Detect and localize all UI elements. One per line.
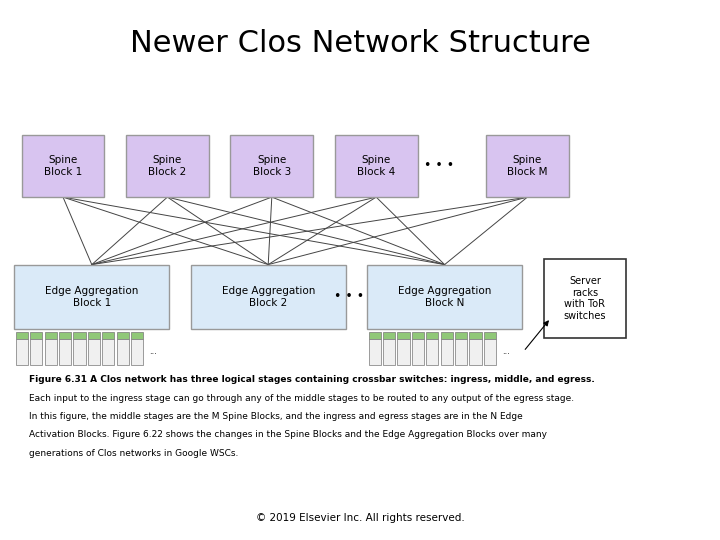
Bar bbox=[441, 339, 453, 364]
Bar bbox=[73, 332, 86, 339]
Bar bbox=[412, 332, 424, 339]
Text: Edge Aggregation
Block 1: Edge Aggregation Block 1 bbox=[45, 286, 138, 308]
Bar bbox=[484, 339, 496, 364]
Bar bbox=[486, 135, 569, 197]
Text: Activation Blocks. Figure 6.22 shows the changes in the Spine Blocks and the Edg: Activation Blocks. Figure 6.22 shows the… bbox=[29, 430, 546, 440]
Bar bbox=[131, 332, 143, 339]
Bar bbox=[455, 332, 467, 339]
Bar bbox=[383, 339, 395, 364]
Bar bbox=[59, 339, 71, 364]
Bar bbox=[426, 332, 438, 339]
Text: Spine
Block 4: Spine Block 4 bbox=[357, 156, 395, 177]
Text: ...: ... bbox=[502, 347, 510, 356]
Bar bbox=[45, 332, 57, 339]
Bar bbox=[367, 265, 522, 329]
Bar bbox=[59, 332, 71, 339]
Bar bbox=[73, 339, 86, 364]
Bar bbox=[397, 332, 410, 339]
Text: Newer Clos Network Structure: Newer Clos Network Structure bbox=[130, 29, 590, 58]
Bar bbox=[335, 135, 418, 197]
Bar bbox=[14, 265, 169, 329]
Bar bbox=[544, 259, 626, 338]
Bar bbox=[16, 332, 28, 339]
Bar bbox=[45, 339, 57, 364]
Bar bbox=[30, 339, 42, 364]
Text: © 2019 Elsevier Inc. All rights reserved.: © 2019 Elsevier Inc. All rights reserved… bbox=[256, 514, 464, 523]
Bar bbox=[102, 332, 114, 339]
Bar bbox=[117, 332, 129, 339]
Text: generations of Clos networks in Google WSCs.: generations of Clos networks in Google W… bbox=[29, 449, 238, 458]
Bar bbox=[30, 332, 42, 339]
Text: In this figure, the middle stages are the M Spine Blocks, and the ingress and eg: In this figure, the middle stages are th… bbox=[29, 412, 523, 421]
Bar bbox=[102, 339, 114, 364]
Bar bbox=[88, 339, 100, 364]
Text: Spine
Block 1: Spine Block 1 bbox=[44, 156, 82, 177]
Text: Spine
Block 3: Spine Block 3 bbox=[253, 156, 291, 177]
Text: Edge Aggregation
Block 2: Edge Aggregation Block 2 bbox=[222, 286, 315, 308]
Bar bbox=[117, 339, 129, 364]
Bar bbox=[383, 332, 395, 339]
Bar bbox=[441, 332, 453, 339]
Text: Spine
Block 2: Spine Block 2 bbox=[148, 156, 186, 177]
Bar bbox=[126, 135, 209, 197]
Bar bbox=[426, 339, 438, 364]
Bar bbox=[469, 339, 482, 364]
Bar bbox=[484, 332, 496, 339]
Text: ...: ... bbox=[149, 347, 157, 356]
Text: • • •: • • • bbox=[424, 159, 454, 172]
Bar bbox=[412, 339, 424, 364]
Text: Each input to the ingress stage can go through any of the middle stages to be ro: Each input to the ingress stage can go t… bbox=[29, 394, 574, 403]
Text: Spine
Block M: Spine Block M bbox=[507, 156, 548, 177]
Bar bbox=[88, 332, 100, 339]
Text: Server
racks
with ToR
switches: Server racks with ToR switches bbox=[564, 276, 606, 321]
Bar bbox=[369, 332, 381, 339]
Text: • • •: • • • bbox=[334, 291, 364, 303]
Bar bbox=[397, 339, 410, 364]
Bar bbox=[369, 339, 381, 364]
Bar bbox=[22, 135, 104, 197]
Bar bbox=[230, 135, 313, 197]
Bar bbox=[191, 265, 346, 329]
Text: Edge Aggregation
Block N: Edge Aggregation Block N bbox=[398, 286, 491, 308]
Bar bbox=[16, 339, 28, 364]
Bar bbox=[455, 339, 467, 364]
Text: Figure 6.31 A Clos network has three logical stages containing crossbar switches: Figure 6.31 A Clos network has three log… bbox=[29, 375, 595, 384]
Bar bbox=[469, 332, 482, 339]
Bar bbox=[131, 339, 143, 364]
